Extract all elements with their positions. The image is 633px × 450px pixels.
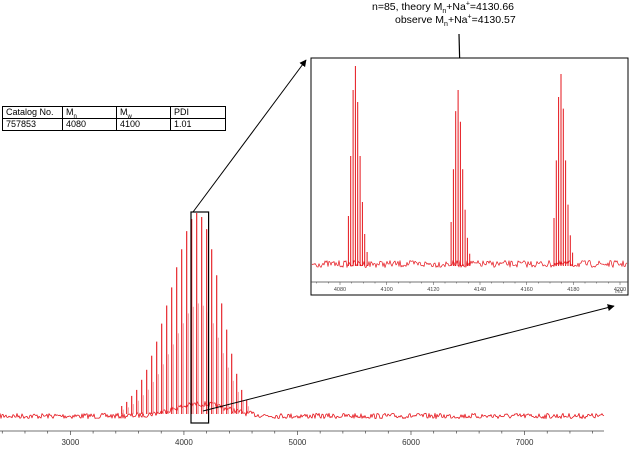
table-header-mn: Mn <box>62 106 117 120</box>
table-row: 757853 4080 4100 1.01 <box>2 118 226 131</box>
main-x-tick-labels: 3000 4000 5000 6000 7000 <box>61 438 533 447</box>
annotation-observed-line: observe Mn+Na+=4130.57 <box>395 13 516 29</box>
inset-x-tick-label: 4180 <box>567 287 579 293</box>
main-spectrum-baseline-trace <box>0 401 605 420</box>
annotation-theory-line: n=85, theory Mn+Na+=4130.66 <box>372 0 514 16</box>
main-x-tick-label: 6000 <box>402 438 420 447</box>
inset-x-tick-label: 4120 <box>427 287 439 293</box>
main-x-tick-label: 3000 <box>61 438 79 447</box>
table-cell-pdi: 1.01 <box>170 118 226 131</box>
main-x-tick-label: 5000 <box>289 438 307 447</box>
polymer-info-table: Catalog No. Mn Mw PDI 757853 4080 4100 1… <box>2 106 226 131</box>
main-x-tick-label: 4000 <box>175 438 193 447</box>
main-x-tick-label: 7000 <box>516 438 534 447</box>
main-spectrum-peaks <box>121 213 249 414</box>
table-cell-catalog: 757853 <box>2 118 63 131</box>
table-header-row: Catalog No. Mn Mw PDI <box>2 106 226 120</box>
table-cell-mn: 4080 <box>62 118 117 131</box>
zoom-highlight-box <box>190 211 210 424</box>
zoom-arrow-upper <box>192 59 307 213</box>
inset-x-tick-label: 4200 <box>614 287 626 293</box>
inset-x-tick-label: 4140 <box>474 287 486 293</box>
inset-x-tick-labels: 4080 4100 4120 4140 4160 4180 4200 <box>334 287 626 293</box>
inset-x-tick-label: 4100 <box>381 287 393 293</box>
inset-x-tick-label: 4080 <box>334 287 346 293</box>
main-x-ticks <box>1 431 593 435</box>
table-cell-mw: 4100 <box>116 118 171 131</box>
inset-x-tick-label: 4160 <box>521 287 533 293</box>
zoom-arrow-lower <box>202 304 615 412</box>
inset-isotope-peaks <box>347 66 574 266</box>
table-header-mw: Mw <box>116 106 171 120</box>
table-header-pdi: PDI <box>170 106 226 119</box>
main-spectrum-chart: 3000 4000 5000 6000 7000 <box>0 211 605 447</box>
inset-x-axis-label: m/z <box>615 289 624 295</box>
peak-annotation: n=85, theory Mn+Na+=4130.66 observe Mn+N… <box>372 0 572 29</box>
inset-zoom-chart: 4080 4100 4120 4140 4160 4180 4200 m/z <box>310 57 629 296</box>
inset-x-ticks <box>316 282 621 285</box>
table-header-catalog: Catalog No. <box>2 106 63 119</box>
